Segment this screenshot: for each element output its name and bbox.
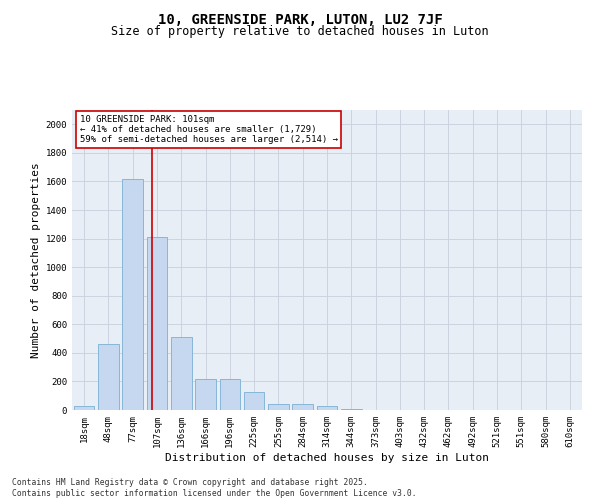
Bar (98, 344, 119, 410)
X-axis label: Distribution of detached houses by size in Luton: Distribution of detached houses by size … (165, 452, 489, 462)
Bar (244, 392, 265, 410)
Text: Contains HM Land Registry data © Crown copyright and database right 2025.
Contai: Contains HM Land Registry data © Crown c… (12, 478, 416, 498)
Bar (220, 380, 240, 410)
Bar (292, 404, 313, 410)
Bar (317, 406, 337, 410)
Y-axis label: Number of detached properties: Number of detached properties (31, 162, 41, 358)
Text: 10, GREENSIDE PARK, LUTON, LU2 7JF: 10, GREENSIDE PARK, LUTON, LU2 7JF (158, 12, 442, 26)
Bar (122, 178, 143, 410)
Bar (171, 337, 191, 410)
Bar (74, 406, 94, 410)
Text: 10 GREENSIDE PARK: 101sqm
← 41% of detached houses are smaller (1,729)
59% of se: 10 GREENSIDE PARK: 101sqm ← 41% of detac… (80, 114, 338, 144)
Bar (268, 404, 289, 410)
Bar (195, 380, 216, 410)
Bar (341, 408, 362, 410)
Text: Size of property relative to detached houses in Luton: Size of property relative to detached ho… (111, 25, 489, 38)
Bar (146, 237, 167, 410)
